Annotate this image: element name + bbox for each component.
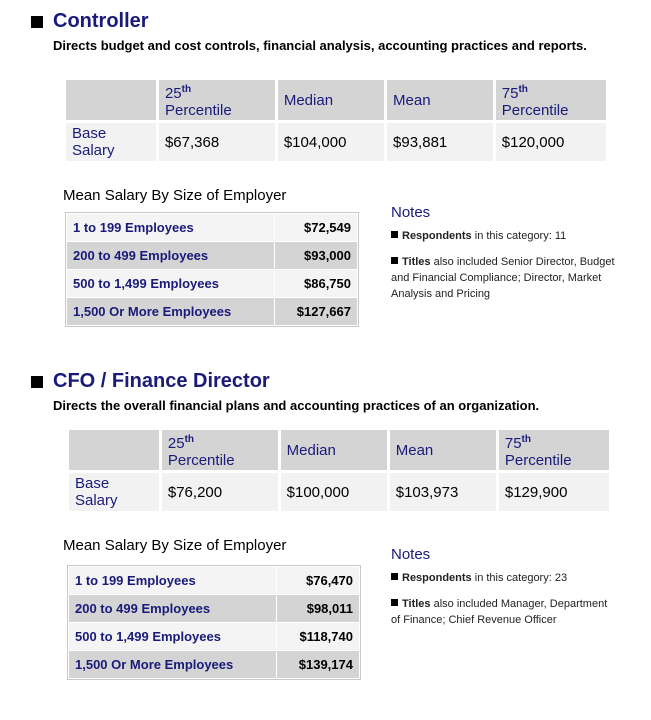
employer-row: 500 to 1,499 Employees $118,740 xyxy=(69,623,359,650)
employer-row: 1 to 199 Employees $72,549 xyxy=(67,214,357,241)
employer-size-value: $139,174 xyxy=(277,651,359,678)
employer-size-label: 200 to 499 Employees xyxy=(67,242,274,269)
note-respondents: Respondents in this category: 23 xyxy=(391,570,616,586)
header-median: Median xyxy=(280,430,387,470)
header-mean: Mean xyxy=(389,430,496,470)
value-25th-percentile: $67,368 xyxy=(158,123,275,161)
employer-row: 1,500 Or More Employees $139,174 xyxy=(69,651,359,678)
value-75th-percentile: $129,900 xyxy=(498,473,609,511)
value-25th-percentile: $76,200 xyxy=(161,473,278,511)
employer-size-value: $127,667 xyxy=(275,298,357,325)
employer-row: 200 to 499 Employees $93,000 xyxy=(67,242,357,269)
note-bullet-square xyxy=(391,599,398,606)
employer-row: 500 to 1,499 Employees $86,750 xyxy=(67,270,357,297)
employer-size-value: $93,000 xyxy=(275,242,357,269)
salary-percentile-table: 25th Percentile Median Mean 75th Percent… xyxy=(63,77,609,164)
job-title: CFO / Finance Director xyxy=(53,370,270,392)
employer-row: 200 to 499 Employees $98,011 xyxy=(69,595,359,622)
row-label-base-salary: Base Salary xyxy=(69,473,159,511)
notes-heading: Notes xyxy=(391,204,431,221)
note-bullet-square xyxy=(391,573,398,580)
value-mean: $103,973 xyxy=(389,473,496,511)
notes-heading: Notes xyxy=(391,546,431,563)
employer-row: 1 to 199 Employees $76,470 xyxy=(69,567,359,594)
note-respondents: Respondents in this category: 11 xyxy=(391,228,616,244)
header-median: Median xyxy=(277,80,385,120)
header-mean: Mean xyxy=(387,80,493,120)
header-25th-percentile: 25th Percentile xyxy=(158,80,275,120)
value-median: $100,000 xyxy=(280,473,387,511)
table-corner-cell xyxy=(66,80,156,120)
employer-size-value: $86,750 xyxy=(275,270,357,297)
value-median: $104,000 xyxy=(277,123,385,161)
employer-size-label: 1,500 Or More Employees xyxy=(67,298,274,325)
employer-size-label: 500 to 1,499 Employees xyxy=(69,623,276,650)
header-75th-percentile: 75th Percentile xyxy=(495,80,606,120)
value-mean: $93,881 xyxy=(387,123,493,161)
employer-size-table: 1 to 199 Employees $72,549 200 to 499 Em… xyxy=(65,212,359,327)
employer-size-label: 1 to 199 Employees xyxy=(69,567,276,594)
section-bullet-square xyxy=(31,376,43,388)
employer-size-value: $118,740 xyxy=(277,623,359,650)
employer-size-table: 1 to 199 Employees $76,470 200 to 499 Em… xyxy=(67,565,361,680)
job-description: Directs budget and cost controls, financ… xyxy=(53,38,587,53)
value-75th-percentile: $120,000 xyxy=(495,123,606,161)
employer-size-value: $76,470 xyxy=(277,567,359,594)
employer-size-label: 200 to 499 Employees xyxy=(69,595,276,622)
row-label-base-salary: Base Salary xyxy=(66,123,156,161)
employer-size-value: $98,011 xyxy=(277,595,359,622)
salary-percentile-table: 25th Percentile Median Mean 75th Percent… xyxy=(66,427,612,514)
job-description: Directs the overall financial plans and … xyxy=(53,398,540,413)
note-titles: Titles also included Manager, Department… xyxy=(391,598,608,626)
employer-size-heading: Mean Salary By Size of Employer xyxy=(63,537,287,554)
header-25th-percentile: 25th Percentile xyxy=(161,430,278,470)
note-bullet-square xyxy=(391,257,398,264)
employer-size-label: 1,500 Or More Employees xyxy=(69,651,276,678)
table-corner-cell xyxy=(69,430,159,470)
employer-row: 1,500 Or More Employees $127,667 xyxy=(67,298,357,325)
employer-size-heading: Mean Salary By Size of Employer xyxy=(63,187,287,204)
employer-size-value: $72,549 xyxy=(275,214,357,241)
employer-size-label: 500 to 1,499 Employees xyxy=(67,270,274,297)
employer-size-label: 1 to 199 Employees xyxy=(67,214,274,241)
job-title: Controller xyxy=(53,10,149,32)
note-titles: Titles also included Senior Director, Bu… xyxy=(391,256,615,300)
section-bullet-square xyxy=(31,16,43,28)
header-75th-percentile: 75th Percentile xyxy=(498,430,609,470)
note-bullet-square xyxy=(391,231,398,238)
